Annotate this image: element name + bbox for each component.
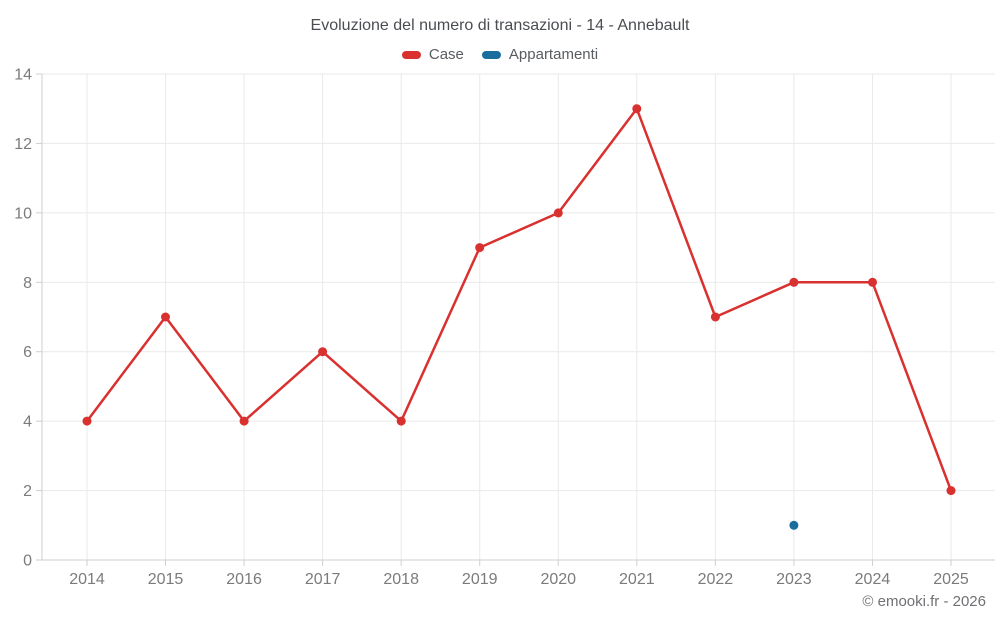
legend-item-case[interactable]: Case (401, 46, 464, 63)
x-tick-label: 2016 (226, 571, 262, 588)
x-tick-label: 2022 (698, 571, 734, 588)
series-line-case (85, 107, 953, 492)
y-tick-label: 4 (23, 414, 32, 431)
x-tick-label: 2015 (148, 571, 184, 588)
data-point-case-2016 (239, 416, 249, 426)
x-tick-label: 2025 (933, 571, 969, 588)
y-tick-label: 0 (23, 553, 32, 570)
y-tick-label: 6 (23, 344, 32, 361)
x-tick-label: 2024 (855, 571, 891, 588)
y-tick-label: 10 (14, 205, 32, 222)
data-point-case-2024 (868, 277, 877, 287)
legend-swatch-case (401, 50, 421, 59)
data-point-case-2018 (396, 416, 406, 426)
series-case (82, 104, 956, 496)
y-tick-label: 8 (23, 275, 32, 292)
legend-item-appartamenti[interactable]: Appartamenti (481, 46, 599, 63)
data-point-case-2020 (553, 208, 563, 218)
data-point-case-2023 (789, 277, 799, 287)
y-tick-label: 12 (14, 136, 32, 153)
data-point-case-2022 (710, 312, 720, 322)
chart-title: Evoluzione del numero di transazioni - 1… (310, 17, 690, 34)
x-tick-label: 2020 (540, 571, 576, 588)
chart-legend: Case Appartamenti (0, 46, 1000, 63)
data-point-appartamenti-2023 (789, 520, 799, 530)
legend-label: Appartamenti (508, 46, 599, 63)
data-point-case-2021 (632, 104, 642, 114)
data-point-case-2017 (318, 347, 328, 357)
x-tick-label: 2018 (383, 571, 419, 588)
y-tick-label: 14 (14, 67, 32, 84)
x-tick-label: 2021 (619, 571, 655, 588)
legend-swatch-appartamenti (481, 50, 501, 59)
data-point-case-2025 (946, 486, 956, 496)
x-tick-label: 2019 (462, 571, 498, 588)
x-tick-label: 2017 (305, 571, 341, 588)
x-tick-label: 2023 (776, 571, 812, 588)
copyright-footer: © emooki.fr - 2026 (862, 593, 986, 610)
series-appartamenti (789, 520, 799, 530)
data-point-case-2014 (82, 416, 92, 426)
data-point-case-2019 (475, 243, 485, 253)
legend-label: Case (428, 46, 464, 63)
data-point-case-2015 (161, 312, 170, 322)
y-tick-label: 2 (23, 483, 32, 500)
x-tick-label: 2014 (69, 571, 105, 588)
